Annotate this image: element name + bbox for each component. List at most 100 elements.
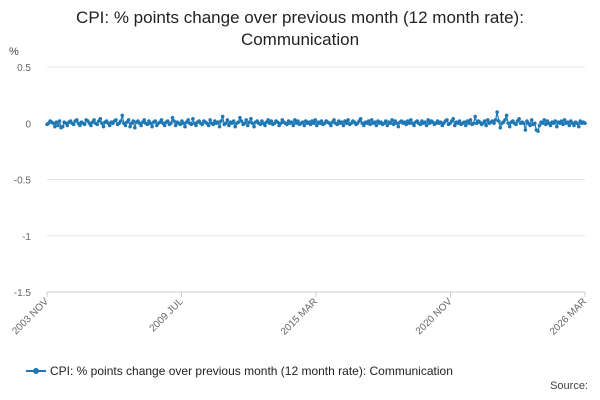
- data-point: [233, 124, 238, 129]
- y-axis-unit: %: [9, 46, 19, 58]
- data-point: [583, 121, 587, 126]
- data-point: [242, 121, 247, 126]
- data-point: [189, 122, 194, 127]
- data-point: [249, 116, 253, 121]
- data-point: [495, 110, 499, 114]
- data-point: [374, 123, 379, 128]
- data-point: [220, 114, 225, 119]
- data-point: [142, 118, 147, 122]
- data-point: [107, 123, 112, 128]
- data-point: [536, 129, 540, 133]
- data-point: [471, 121, 476, 126]
- data-point: [484, 123, 488, 128]
- data-point: [172, 119, 176, 123]
- data-point: [211, 122, 216, 127]
- data-point: [540, 121, 545, 126]
- data-point: [554, 124, 559, 129]
- data-point: [384, 119, 388, 123]
- data-point: [457, 119, 462, 123]
- data-point: [565, 120, 570, 124]
- data-point: [263, 123, 267, 128]
- data-point: [123, 123, 128, 128]
- data-point: [169, 121, 173, 126]
- data-point: [250, 121, 255, 126]
- data-point: [65, 123, 70, 128]
- data-point: [341, 123, 346, 128]
- data-point: [344, 121, 349, 126]
- data-point: [238, 115, 242, 120]
- data-point: [239, 119, 244, 123]
- x-tick-label: 2015 MAR: [279, 296, 320, 337]
- x-tick-label: 2026 MAR: [548, 296, 589, 337]
- data-point: [366, 119, 371, 123]
- data-point: [208, 118, 212, 122]
- data-point: [139, 123, 143, 128]
- data-point: [388, 121, 393, 126]
- data-point: [71, 122, 76, 127]
- data-point: [275, 120, 280, 124]
- data-point: [522, 121, 526, 126]
- data-point: [150, 124, 154, 129]
- legend-label: CPI: % points change over previous month…: [50, 364, 453, 378]
- data-point: [451, 116, 456, 121]
- data-point: [89, 123, 93, 128]
- data-point: [98, 116, 103, 121]
- data-point: [57, 119, 62, 123]
- data-point: [514, 122, 518, 127]
- data-point: [346, 118, 350, 122]
- data-point: [390, 118, 394, 122]
- legend[interactable]: CPI: % points change over previous month…: [26, 364, 453, 378]
- data-point: [426, 118, 430, 122]
- data-point: [396, 124, 401, 129]
- data-point: [311, 121, 316, 126]
- data-point: [291, 123, 296, 128]
- data-point: [114, 118, 118, 122]
- x-tick-label: 2003 NOV: [10, 296, 51, 337]
- y-tick-label: -1: [22, 232, 31, 243]
- data-point: [194, 123, 198, 128]
- data-point: [131, 119, 136, 123]
- data-point: [368, 122, 372, 127]
- data-point: [412, 123, 416, 128]
- data-point: [548, 123, 553, 128]
- data-point: [302, 123, 307, 128]
- data-point: [51, 121, 56, 126]
- data-point: [467, 121, 471, 126]
- data-point: [308, 122, 313, 127]
- data-point: [216, 120, 220, 124]
- data-point: [423, 120, 427, 124]
- data-point: [60, 124, 65, 129]
- data-point: [504, 113, 509, 118]
- data-point: [391, 122, 396, 127]
- data-point: [358, 116, 363, 121]
- data-point: [296, 119, 300, 123]
- data-point: [293, 118, 297, 122]
- data-point: [507, 124, 512, 129]
- data-point: [485, 118, 490, 122]
- data-point: [247, 120, 252, 124]
- data-point: [56, 123, 60, 128]
- data-point: [567, 123, 572, 128]
- data-point: [463, 123, 468, 128]
- data-point: [506, 121, 510, 126]
- data-point: [100, 121, 104, 126]
- data-point: [245, 123, 250, 128]
- data-point: [219, 119, 223, 123]
- data-point: [369, 118, 374, 122]
- y-tick-label: -0.5: [14, 176, 32, 187]
- data-point: [120, 113, 125, 118]
- data-point: [258, 122, 263, 127]
- data-point: [101, 124, 106, 129]
- data-point: [178, 122, 183, 127]
- data-point: [217, 124, 222, 129]
- data-point: [95, 122, 99, 127]
- data-point: [572, 123, 576, 128]
- data-point: [517, 116, 521, 121]
- data-point: [503, 118, 507, 122]
- data-point: [148, 121, 153, 126]
- data-point: [266, 118, 270, 122]
- source-label: Source:: [550, 380, 588, 392]
- data-point: [186, 118, 190, 122]
- data-point: [206, 123, 211, 128]
